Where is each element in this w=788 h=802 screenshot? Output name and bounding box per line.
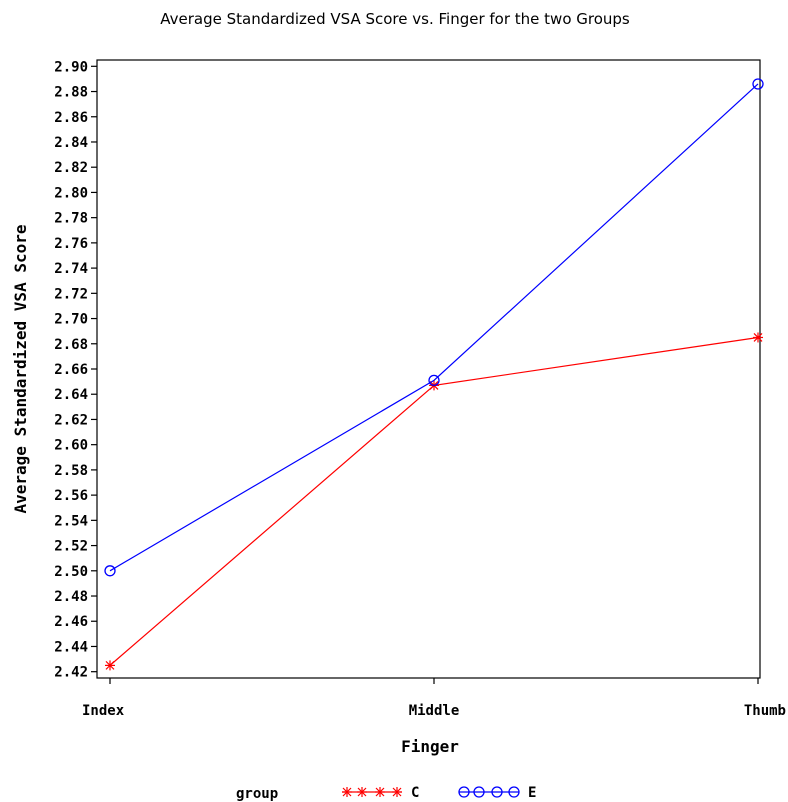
legend-marker-c [375,787,385,797]
y-tick-label: 2.64 [54,387,88,403]
series-e [104,78,764,577]
y-tick-label: 2.56 [54,488,88,504]
y-tick-label: 2.62 [54,412,88,428]
y-axis: 2.42 2.44 2.46 2.48 2.50 2.52 2.54 2.56 2.58 2.60… [54,59,97,681]
legend-marker-c [357,787,367,797]
legend: group C E [236,785,536,802]
series-c [105,332,763,671]
legend-label-e: E [528,785,536,801]
y-tick-label: 2.44 [54,639,88,655]
y-tick-label: 2.68 [54,337,88,353]
legend-marker-e [458,786,470,798]
x-axis-label: Finger [401,737,459,756]
legend-marker-e [508,786,520,798]
data-point-c [753,332,763,343]
x-tick-label: Index [82,703,125,719]
y-tick-label: 2.84 [54,135,88,151]
legend-marker-c [342,787,352,797]
x-tick-label: Middle [409,703,460,719]
data-point-e [104,565,116,577]
legend-marker-e [491,786,503,798]
y-tick-label: 2.90 [54,59,88,75]
y-tick-label: 2.70 [54,312,88,328]
series-line-e [109,83,759,572]
y-axis-label: Average Standardized VSA Score [11,225,30,514]
y-tick-label: 2.48 [54,589,88,605]
y-tick-label: 2.54 [54,513,88,529]
y-tick-label: 2.80 [54,185,88,201]
legend-marker-c [392,787,402,797]
y-tick-label: 2.78 [54,211,88,227]
y-tick-label: 2.86 [54,110,88,126]
y-tick-label: 2.60 [54,438,88,454]
plot-frame [96,59,761,679]
y-tick-label: 2.88 [54,85,88,101]
legend-marker-e [473,786,485,798]
y-tick-label: 2.50 [54,564,88,580]
legend-title: group [236,786,278,802]
data-point-c [105,660,115,671]
chart-title: Average Standardized VSA Score vs. Finge… [160,10,630,28]
y-tick-label: 2.58 [54,463,88,479]
legend-entry-c: C [342,785,419,801]
legend-label-c: C [411,785,419,801]
y-tick-label: 2.76 [54,236,88,252]
y-tick-label: 2.46 [54,614,88,630]
legend-entry-e: E [458,785,536,801]
y-tick-label: 2.42 [54,665,88,681]
y-tick-label: 2.82 [54,160,88,176]
x-axis: Index Middle Thumb [82,678,786,719]
y-tick-label: 2.74 [54,261,88,277]
data-point-e [428,374,440,387]
y-tick-label: 2.66 [54,362,88,378]
y-tick-label: 2.72 [54,286,88,302]
y-tick-label: 2.52 [54,539,88,555]
x-tick-label: Thumb [744,703,786,719]
series-layer [104,78,764,671]
data-point-e [752,78,764,90]
